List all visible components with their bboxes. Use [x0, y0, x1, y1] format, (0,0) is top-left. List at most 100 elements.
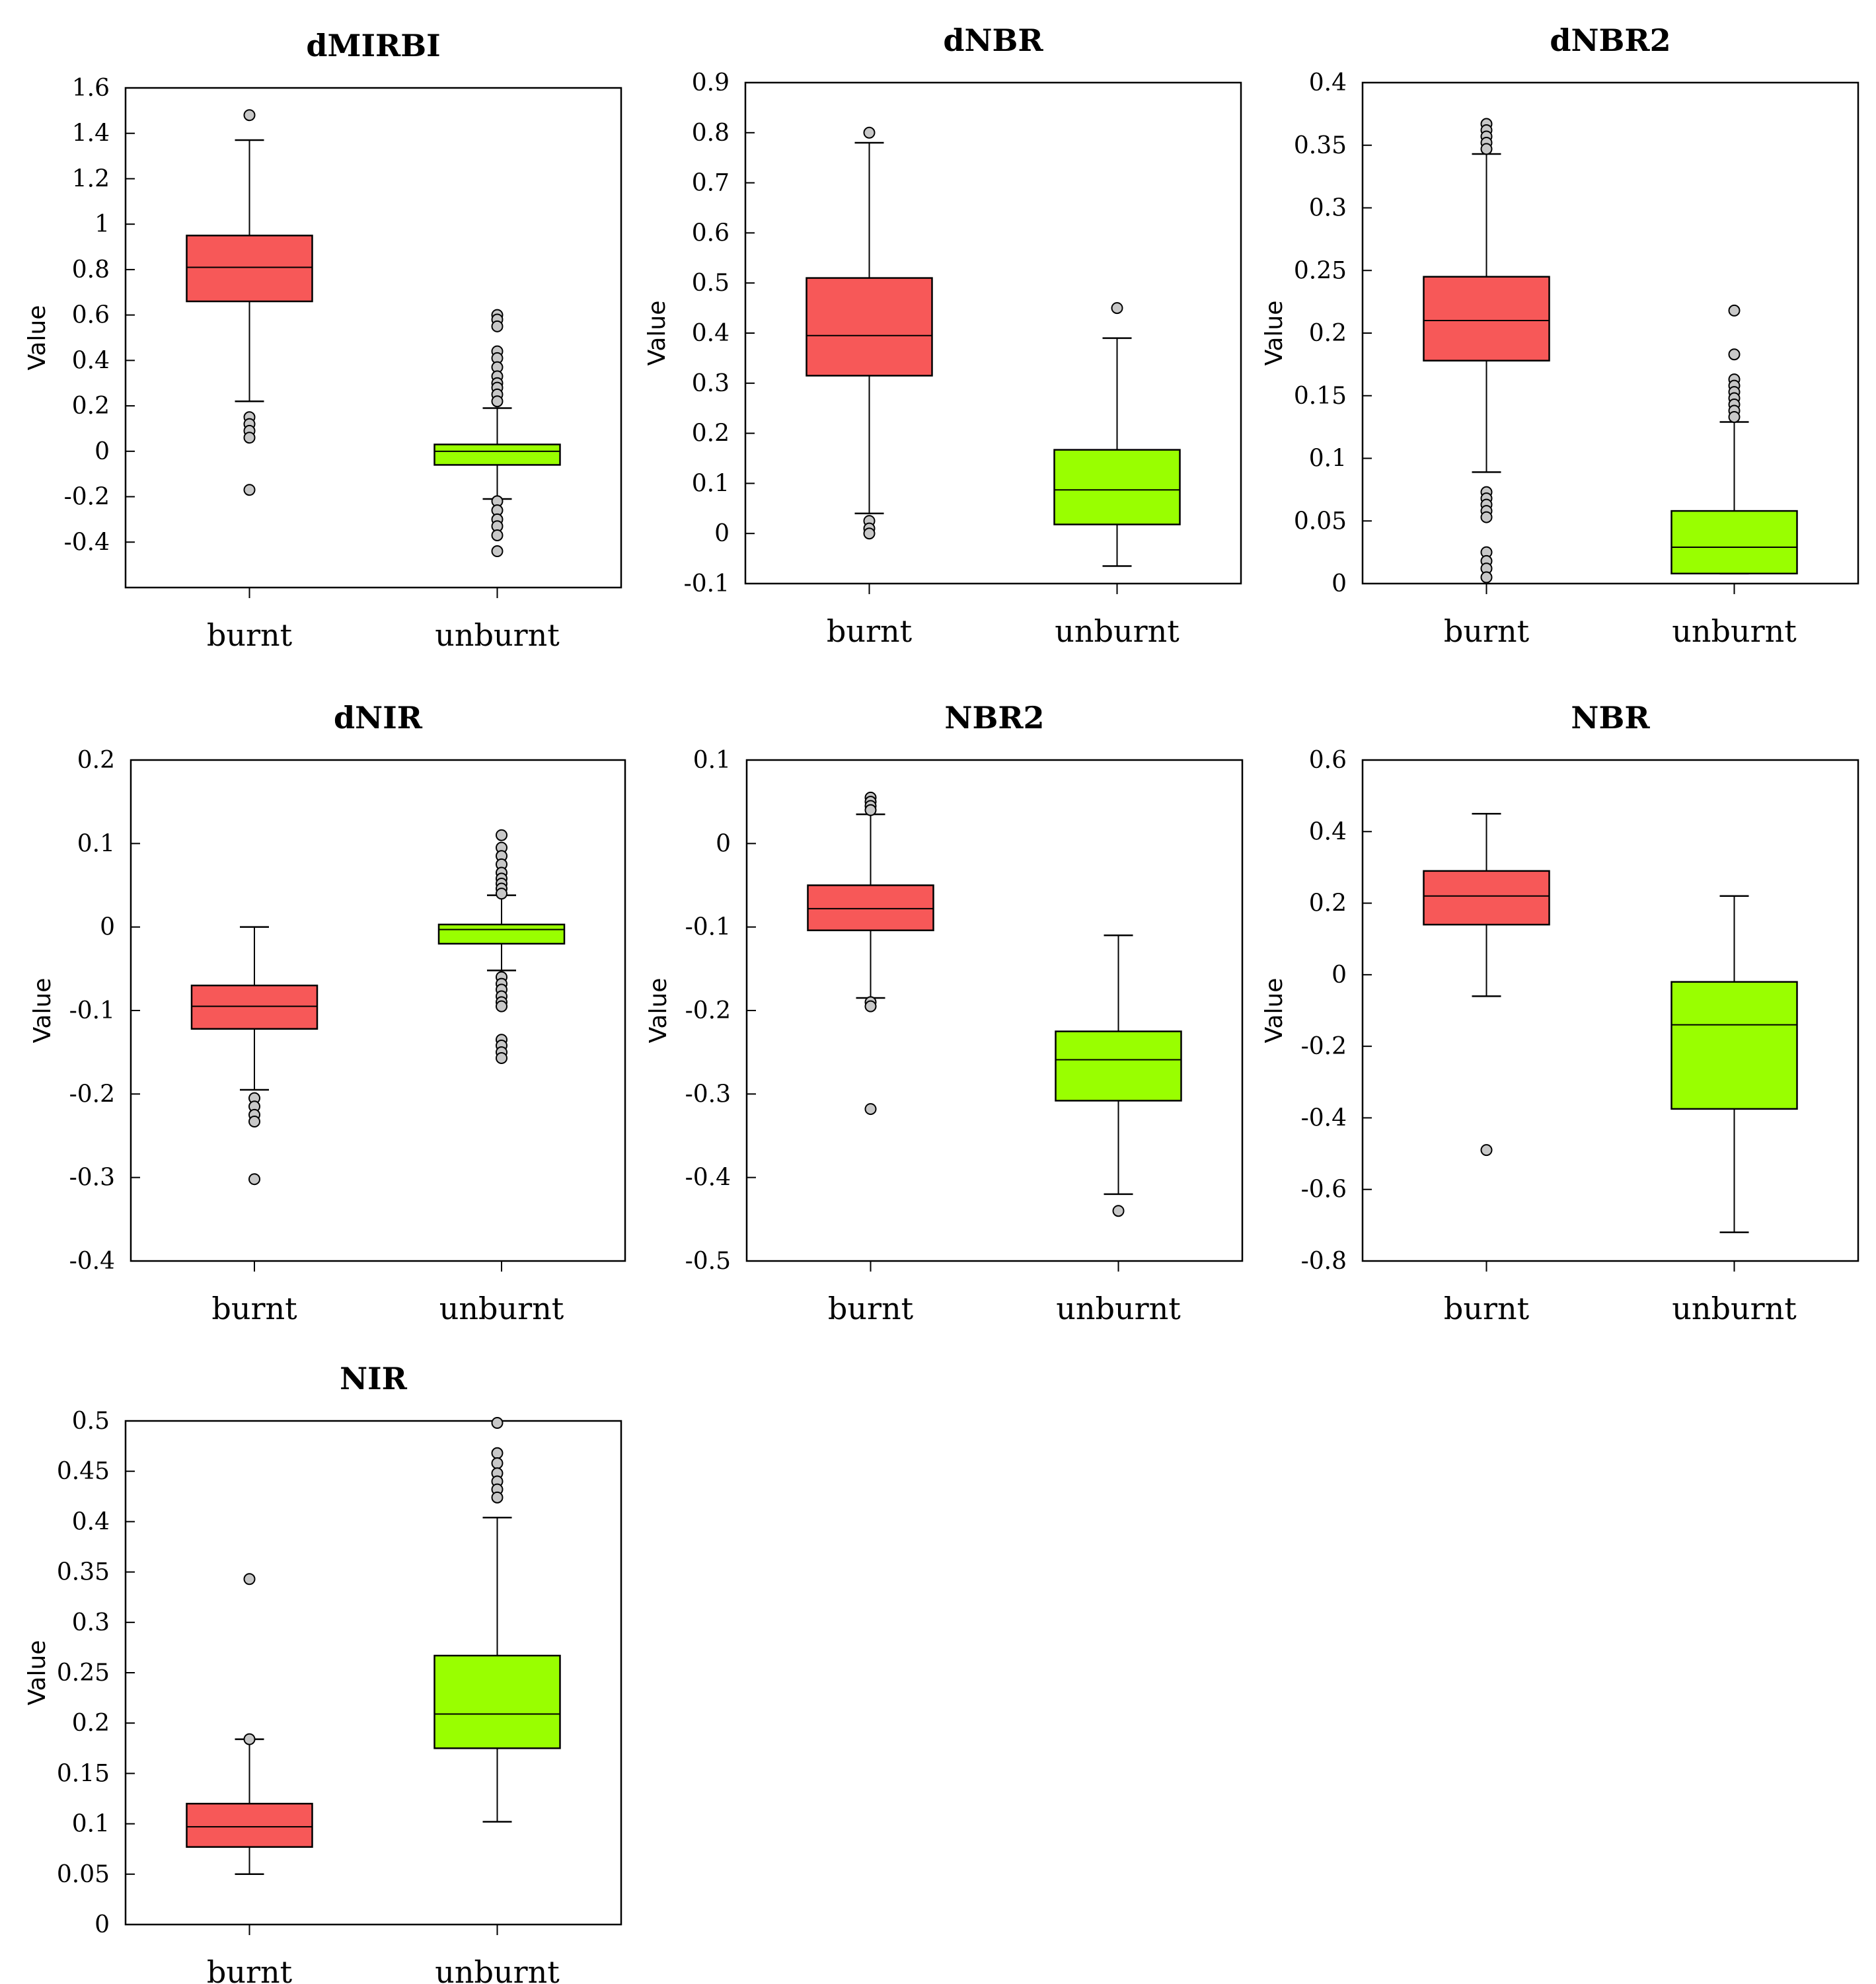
unburnt-outlier-point [491, 395, 504, 408]
burnt-outlier-point [248, 1116, 260, 1128]
unburnt-outlier-point [491, 1457, 504, 1470]
category-label-burnt: burnt [207, 617, 293, 653]
y-tick-label: 0.4 [692, 320, 730, 347]
y-tick-label: -0.1 [684, 570, 730, 597]
y-tick-label: 1 [94, 211, 110, 238]
y-tick-label: -0.6 [1301, 1176, 1347, 1203]
y-tick-label: 0.15 [1294, 383, 1347, 410]
y-tick-label: 0.2 [1309, 320, 1347, 347]
y-tick-label: -0.4 [69, 1248, 115, 1275]
chart-title: dNBR2 [1550, 22, 1670, 58]
category-label-burnt: burnt [211, 1291, 297, 1326]
unburnt-box [1670, 981, 1798, 1110]
category-label-burnt: burnt [1444, 1291, 1530, 1326]
category-label-unburnt: unburnt [435, 617, 560, 653]
y-axis-label: Value [645, 978, 672, 1044]
plot-frame [124, 87, 622, 589]
category-label-unburnt: unburnt [435, 1954, 560, 1984]
unburnt-outlier-point [491, 1447, 504, 1459]
y-tick-label: 0.05 [57, 1861, 110, 1888]
burnt-outlier-point [243, 1573, 256, 1585]
unburnt-outlier-point [1112, 1205, 1125, 1217]
y-axis-label: Value [24, 1640, 51, 1706]
unburnt-box [433, 1654, 561, 1749]
y-tick-label: -0.2 [69, 1081, 115, 1108]
y-tick-label: 0.4 [1309, 818, 1347, 845]
burnt-outlier-point [248, 1173, 260, 1186]
burnt-outlier-point [864, 1103, 877, 1116]
burnt-outlier-point [1480, 511, 1493, 523]
y-tick-label: 0.2 [77, 747, 115, 774]
y-tick-label: -0.3 [69, 1164, 115, 1192]
burnt-outlier-point [243, 432, 256, 444]
y-tick-label: 0.4 [1309, 69, 1347, 96]
chart-panel-nbr: NBR Value -0.8 -0.6 -0.4 -0.2 0 0.2 0.4 0.6 burnt u… [1261, 700, 1859, 1326]
y-tick-label: -0.3 [685, 1081, 731, 1108]
chart-title: NBR [1571, 700, 1650, 736]
burnt-outlier-point [864, 1000, 877, 1012]
y-tick-label: -0.1 [685, 914, 731, 941]
chart-panel-dnbr: dNBR Value -0.1 0 0.1 0.2 0.3 0.4 0.5 0.6 0.7 0.8 0.… [644, 22, 1242, 649]
burnt-outlier-point [243, 484, 256, 496]
y-tick-label: -0.2 [1301, 1033, 1347, 1060]
burnt-box [186, 235, 313, 303]
category-label-burnt: burnt [1444, 613, 1530, 649]
y-tick-label: 0.6 [72, 302, 110, 329]
y-axis-label: Value [24, 305, 51, 371]
y-tick-label: -0.1 [69, 997, 115, 1024]
unburnt-outlier-point [496, 1000, 507, 1012]
unburnt-outlier-point [1728, 304, 1741, 317]
y-tick-label: 0.05 [1294, 508, 1347, 535]
chart-title: dNBR [943, 22, 1043, 58]
burnt-box [807, 884, 934, 931]
y-tick-label: 0.15 [57, 1760, 110, 1787]
chart-panel-dmirbi: dMIRBI Value -0.4 -0.2 0 0.2 0.4 0.6 0.8 1 1.2 1.4 1… [24, 28, 622, 653]
y-tick-label: 0.8 [692, 120, 730, 147]
y-tick-label: 0 [100, 914, 115, 941]
y-tick-label: 1.4 [72, 120, 110, 147]
unburnt-box [433, 443, 561, 466]
y-tick-label: 0.2 [72, 393, 110, 420]
y-tick-label: 1.2 [72, 165, 110, 192]
unburnt-outlier-point [491, 320, 504, 332]
unburnt-outlier-point [491, 529, 504, 541]
y-tick-label: 0 [1332, 570, 1347, 597]
chart-title: NIR [340, 1361, 408, 1396]
y-tick-label: 0 [94, 438, 110, 465]
y-tick-label: -0.4 [64, 529, 110, 556]
burnt-outlier-point [243, 1733, 256, 1745]
y-tick-label: 0.25 [57, 1660, 110, 1687]
category-label-unburnt: unburnt [439, 1291, 564, 1326]
burnt-box [1423, 276, 1550, 362]
plot-frame [745, 759, 1244, 1262]
unburnt-outlier-point [491, 1491, 504, 1504]
y-tick-label: 0.1 [693, 747, 731, 774]
y-tick-label: 0 [94, 1911, 110, 1938]
y-tick-label: 0.45 [57, 1458, 110, 1485]
burnt-box [190, 984, 319, 1030]
y-tick-label: 1.6 [72, 75, 110, 102]
burnt-outlier-point [1480, 571, 1493, 584]
y-tick-label: 0.1 [1309, 445, 1347, 473]
y-tick-label: 0.5 [72, 1408, 110, 1435]
category-label-unburnt: unburnt [1672, 613, 1797, 649]
y-tick-label: 0.4 [72, 1508, 110, 1535]
y-tick-label: 0.2 [72, 1710, 110, 1737]
y-axis-label: Value [1261, 978, 1288, 1044]
y-tick-label: 0.7 [692, 170, 730, 197]
burnt-box [1423, 870, 1550, 926]
unburnt-outlier-point [496, 829, 507, 841]
y-tick-label: 0.1 [72, 1811, 110, 1838]
burnt-outlier-point [863, 527, 876, 540]
chart-panel-dnbr2: dNBR2 Value 0 0.05 0.1 0.15 0.2 0.25 0.3 0.35 0.4 b… [1261, 22, 1859, 649]
y-tick-label: 0.3 [72, 1609, 110, 1636]
y-tick-label: 0.2 [692, 420, 730, 447]
unburnt-outlier-point [491, 545, 504, 558]
y-tick-label: -0.2 [64, 484, 110, 511]
chart-panel-nbr2: NBR2 Value -0.5 -0.4 -0.3 -0.2 -0.1 0 0.1 burnt un… [645, 700, 1244, 1326]
y-tick-label: 0.9 [692, 69, 730, 96]
category-label-burnt: burnt [828, 1291, 914, 1326]
unburnt-box [1053, 449, 1181, 525]
category-label-burnt: burnt [827, 613, 913, 649]
